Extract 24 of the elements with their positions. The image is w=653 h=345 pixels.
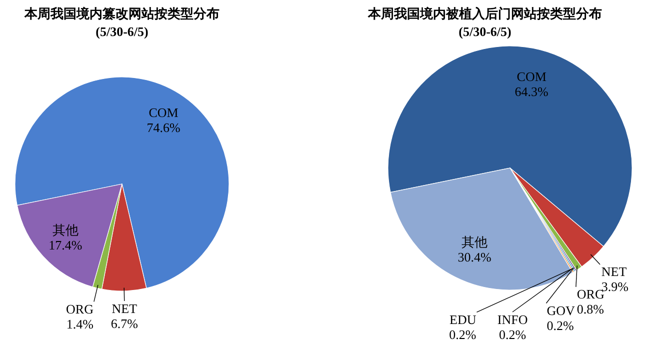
slice-label: 其他	[462, 235, 488, 250]
slice-label: GOV	[546, 303, 576, 318]
slice-label: EDU	[450, 312, 477, 328]
slice-label: 其他	[52, 223, 78, 238]
data-label: 6.7%	[110, 316, 138, 331]
chart-subtitle: (5/30-6/5)	[96, 24, 148, 39]
chart-title: 本周我国境内篡改网站按类型分布	[24, 6, 220, 22]
data-label: 64.3%	[514, 84, 549, 99]
slice-label: ORG	[66, 302, 94, 317]
data-label: 0.2%	[499, 326, 526, 342]
chart-subtitle: (5/30-6/5)	[458, 24, 512, 39]
slice-label: NET	[601, 264, 627, 279]
slice-label: COM	[516, 68, 547, 84]
data-label: 0.2%	[449, 327, 476, 342]
data-label: 17.4%	[48, 237, 82, 252]
data-label: 1.4%	[66, 316, 94, 332]
chart-title: 本周我国境内被植入后门网站按类型分布	[367, 6, 602, 22]
slice-label: NET	[112, 300, 138, 316]
data-label: 0.8%	[576, 302, 604, 317]
data-label: 74.6%	[146, 120, 181, 136]
slice-label: COM	[148, 105, 179, 120]
slice-label: INFO	[497, 312, 528, 327]
data-label: 0.2%	[546, 318, 574, 334]
data-label: 30.4%	[458, 249, 492, 264]
